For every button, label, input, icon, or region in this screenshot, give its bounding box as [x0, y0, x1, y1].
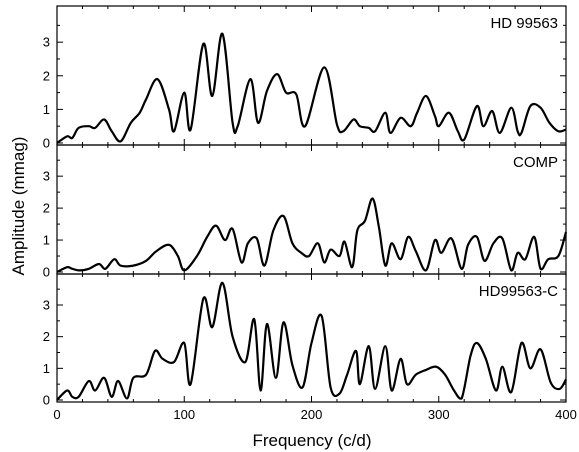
panel-label: COMP	[513, 154, 558, 171]
panel-label: HD 99563	[490, 15, 558, 32]
y-tick-label: 0	[43, 265, 50, 280]
panel-label: HD99563-C	[479, 283, 558, 300]
x-axis-title: Frequency (c/d)	[252, 431, 371, 450]
y-tick-label: 3	[43, 169, 50, 184]
y-tick-label: 2	[43, 68, 50, 83]
amplitude-series-line	[56, 32, 567, 144]
y-tick-label: 0	[43, 393, 50, 408]
y-axis-title: Amplitude (mmag)	[9, 137, 28, 276]
x-tick-label: 200	[301, 407, 323, 422]
y-tick-label: 2	[43, 201, 50, 216]
x-tick-label: 0	[53, 407, 60, 422]
y-tick-label: 1	[43, 233, 50, 248]
y-tick-label: 1	[43, 361, 50, 376]
panels-group: 0 1 2 3 HD 99563 0 1 2 3 COMP 0 1 2 3 HD99563-C 0 100 200…	[43, 5, 577, 422]
y-tick-label: 1	[43, 102, 50, 117]
amplitude-series-line	[56, 281, 567, 401]
amplitude-series-line	[56, 197, 568, 273]
x-tick-label: 400	[555, 407, 577, 422]
x-tick-label: 100	[173, 407, 195, 422]
y-tick-label: 3	[43, 35, 50, 50]
y-tick-label: 0	[43, 136, 50, 151]
y-tick-label: 3	[43, 298, 50, 313]
y-tick-label: 2	[43, 329, 50, 344]
x-tick-label: 300	[428, 407, 450, 422]
